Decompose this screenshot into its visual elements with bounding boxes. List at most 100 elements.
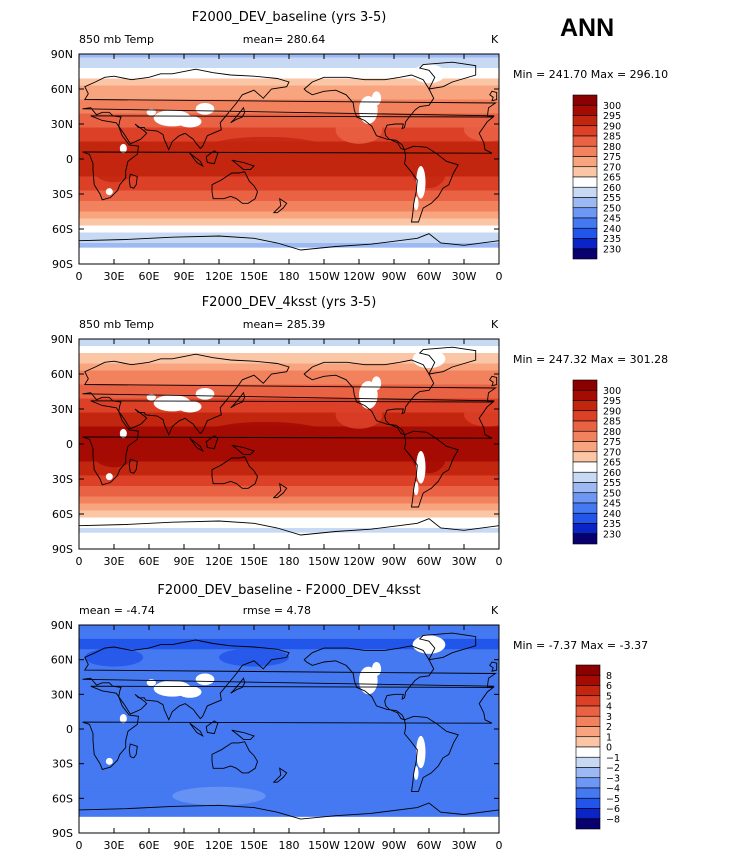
- map-area: [79, 625, 499, 833]
- x-tick-label: 150W: [308, 555, 340, 568]
- colorbar-box: [572, 420, 598, 432]
- contour-band: [79, 68, 499, 73]
- colorbar-label: −1: [606, 753, 620, 764]
- left-string: 850 mb Temp: [79, 33, 154, 46]
- coastline-madagascar: [128, 173, 138, 189]
- contour-band: [79, 454, 499, 459]
- colorbar-label: 260: [603, 183, 621, 194]
- colorbar-box: [572, 512, 598, 524]
- colorbar-label: 240: [603, 224, 621, 235]
- contour-band: [79, 808, 499, 813]
- colorbar-box: [572, 441, 598, 453]
- contour-band: [79, 528, 499, 533]
- contour-band: [79, 85, 499, 90]
- contour-band: [79, 732, 499, 737]
- panel-3: F2000_DEV_baseline - F2000_DEV_4ksstmean…: [51, 583, 648, 852]
- y-tick-label: 90N: [51, 619, 73, 632]
- coastline-south-america: [403, 715, 459, 792]
- center-string: mean= 280.64: [243, 33, 325, 46]
- contour-band: [79, 496, 499, 501]
- contour-band: [79, 458, 499, 463]
- y-tick-label: 0: [66, 153, 73, 166]
- contour-band: [79, 722, 499, 727]
- contour-band: [79, 468, 499, 473]
- coastline-new-guinea: [231, 159, 255, 170]
- coastline-new-zealand: [272, 767, 288, 783]
- left-string: 850 mb Temp: [79, 318, 154, 331]
- contour-band: [79, 57, 499, 62]
- x-tick-label: 120W: [343, 839, 375, 852]
- coastline-borneo: [205, 720, 219, 735]
- missing-data-mask: [195, 388, 215, 400]
- contour-band: [79, 638, 499, 643]
- coastline-africa: [82, 115, 495, 201]
- contour-band: [79, 652, 499, 657]
- contour-band: [79, 631, 499, 636]
- x-tick-label: 120E: [205, 270, 233, 283]
- colorbar-box: [572, 379, 598, 391]
- colorbar-box: [575, 818, 601, 830]
- contour-band: [79, 500, 499, 505]
- contour-band: [79, 103, 499, 108]
- contour-band: [79, 92, 499, 97]
- missing-data-mask: [178, 686, 202, 698]
- x-tick-label: 30E: [104, 270, 125, 283]
- x-tick-label: 120W: [343, 555, 375, 568]
- y-tick-label: 0: [66, 723, 73, 736]
- contour-band: [79, 763, 499, 768]
- y-tick-label: 60N: [51, 654, 73, 667]
- x-tick-label: 0: [496, 555, 503, 568]
- colorbar-box: [575, 705, 601, 717]
- colorbar-label: 265: [603, 173, 621, 184]
- panel-title: F2000_DEV_baseline (yrs 3-5): [192, 10, 387, 25]
- missing-data-mask: [416, 451, 426, 484]
- colorbar-label: 285: [603, 417, 621, 428]
- contour-band: [79, 479, 499, 484]
- contour-band: [79, 360, 499, 365]
- coastline-eurasia: [82, 353, 497, 436]
- contour-band: [79, 656, 499, 661]
- colorbar-box: [575, 787, 601, 799]
- contour-band: [79, 377, 499, 382]
- x-tick-label: 120W: [343, 270, 375, 283]
- coastline-north-america: [303, 74, 435, 151]
- contour-band: [79, 169, 499, 174]
- colorbar-label: 255: [603, 193, 621, 204]
- colorbar-box: [575, 756, 601, 768]
- colorbar-box: [575, 746, 601, 758]
- contour-band: [79, 204, 499, 209]
- x-tick-label: 180: [279, 555, 300, 568]
- contour-band: [79, 176, 499, 181]
- colorbar-box: [572, 238, 598, 250]
- contour-band: [79, 791, 499, 796]
- y-tick-label: 90S: [52, 543, 73, 556]
- x-tick-label: 90E: [174, 555, 195, 568]
- colorbar-label: 235: [603, 234, 621, 245]
- contour-band: [79, 180, 499, 185]
- missing-data-mask: [146, 679, 156, 687]
- colorbar-box: [575, 777, 601, 789]
- contour-band: [79, 82, 499, 87]
- missing-data-mask: [371, 661, 382, 676]
- coastline-south-america: [403, 145, 459, 223]
- units-label: K: [491, 33, 499, 46]
- coastline-sumatra: [189, 722, 204, 738]
- y-tick-label: 60S: [52, 508, 73, 521]
- coastline-africa: [82, 400, 495, 486]
- colorbar-box: [575, 767, 601, 779]
- contour-band: [79, 663, 499, 668]
- colorbar-label: −3: [606, 773, 620, 784]
- colorbar-box: [572, 145, 598, 157]
- contour-band: [79, 346, 499, 351]
- contour-band: [79, 742, 499, 747]
- y-tick-label: 90N: [51, 48, 73, 61]
- coastline-new-zealand: [272, 197, 288, 214]
- colorbar-label: 245: [603, 214, 621, 225]
- coastline-uk: [489, 375, 498, 387]
- contour-band: [79, 774, 499, 779]
- contour-band: [79, 753, 499, 758]
- colorbar-box: [575, 674, 601, 686]
- missing-data-mask: [371, 376, 382, 391]
- coastline-borneo: [205, 150, 219, 165]
